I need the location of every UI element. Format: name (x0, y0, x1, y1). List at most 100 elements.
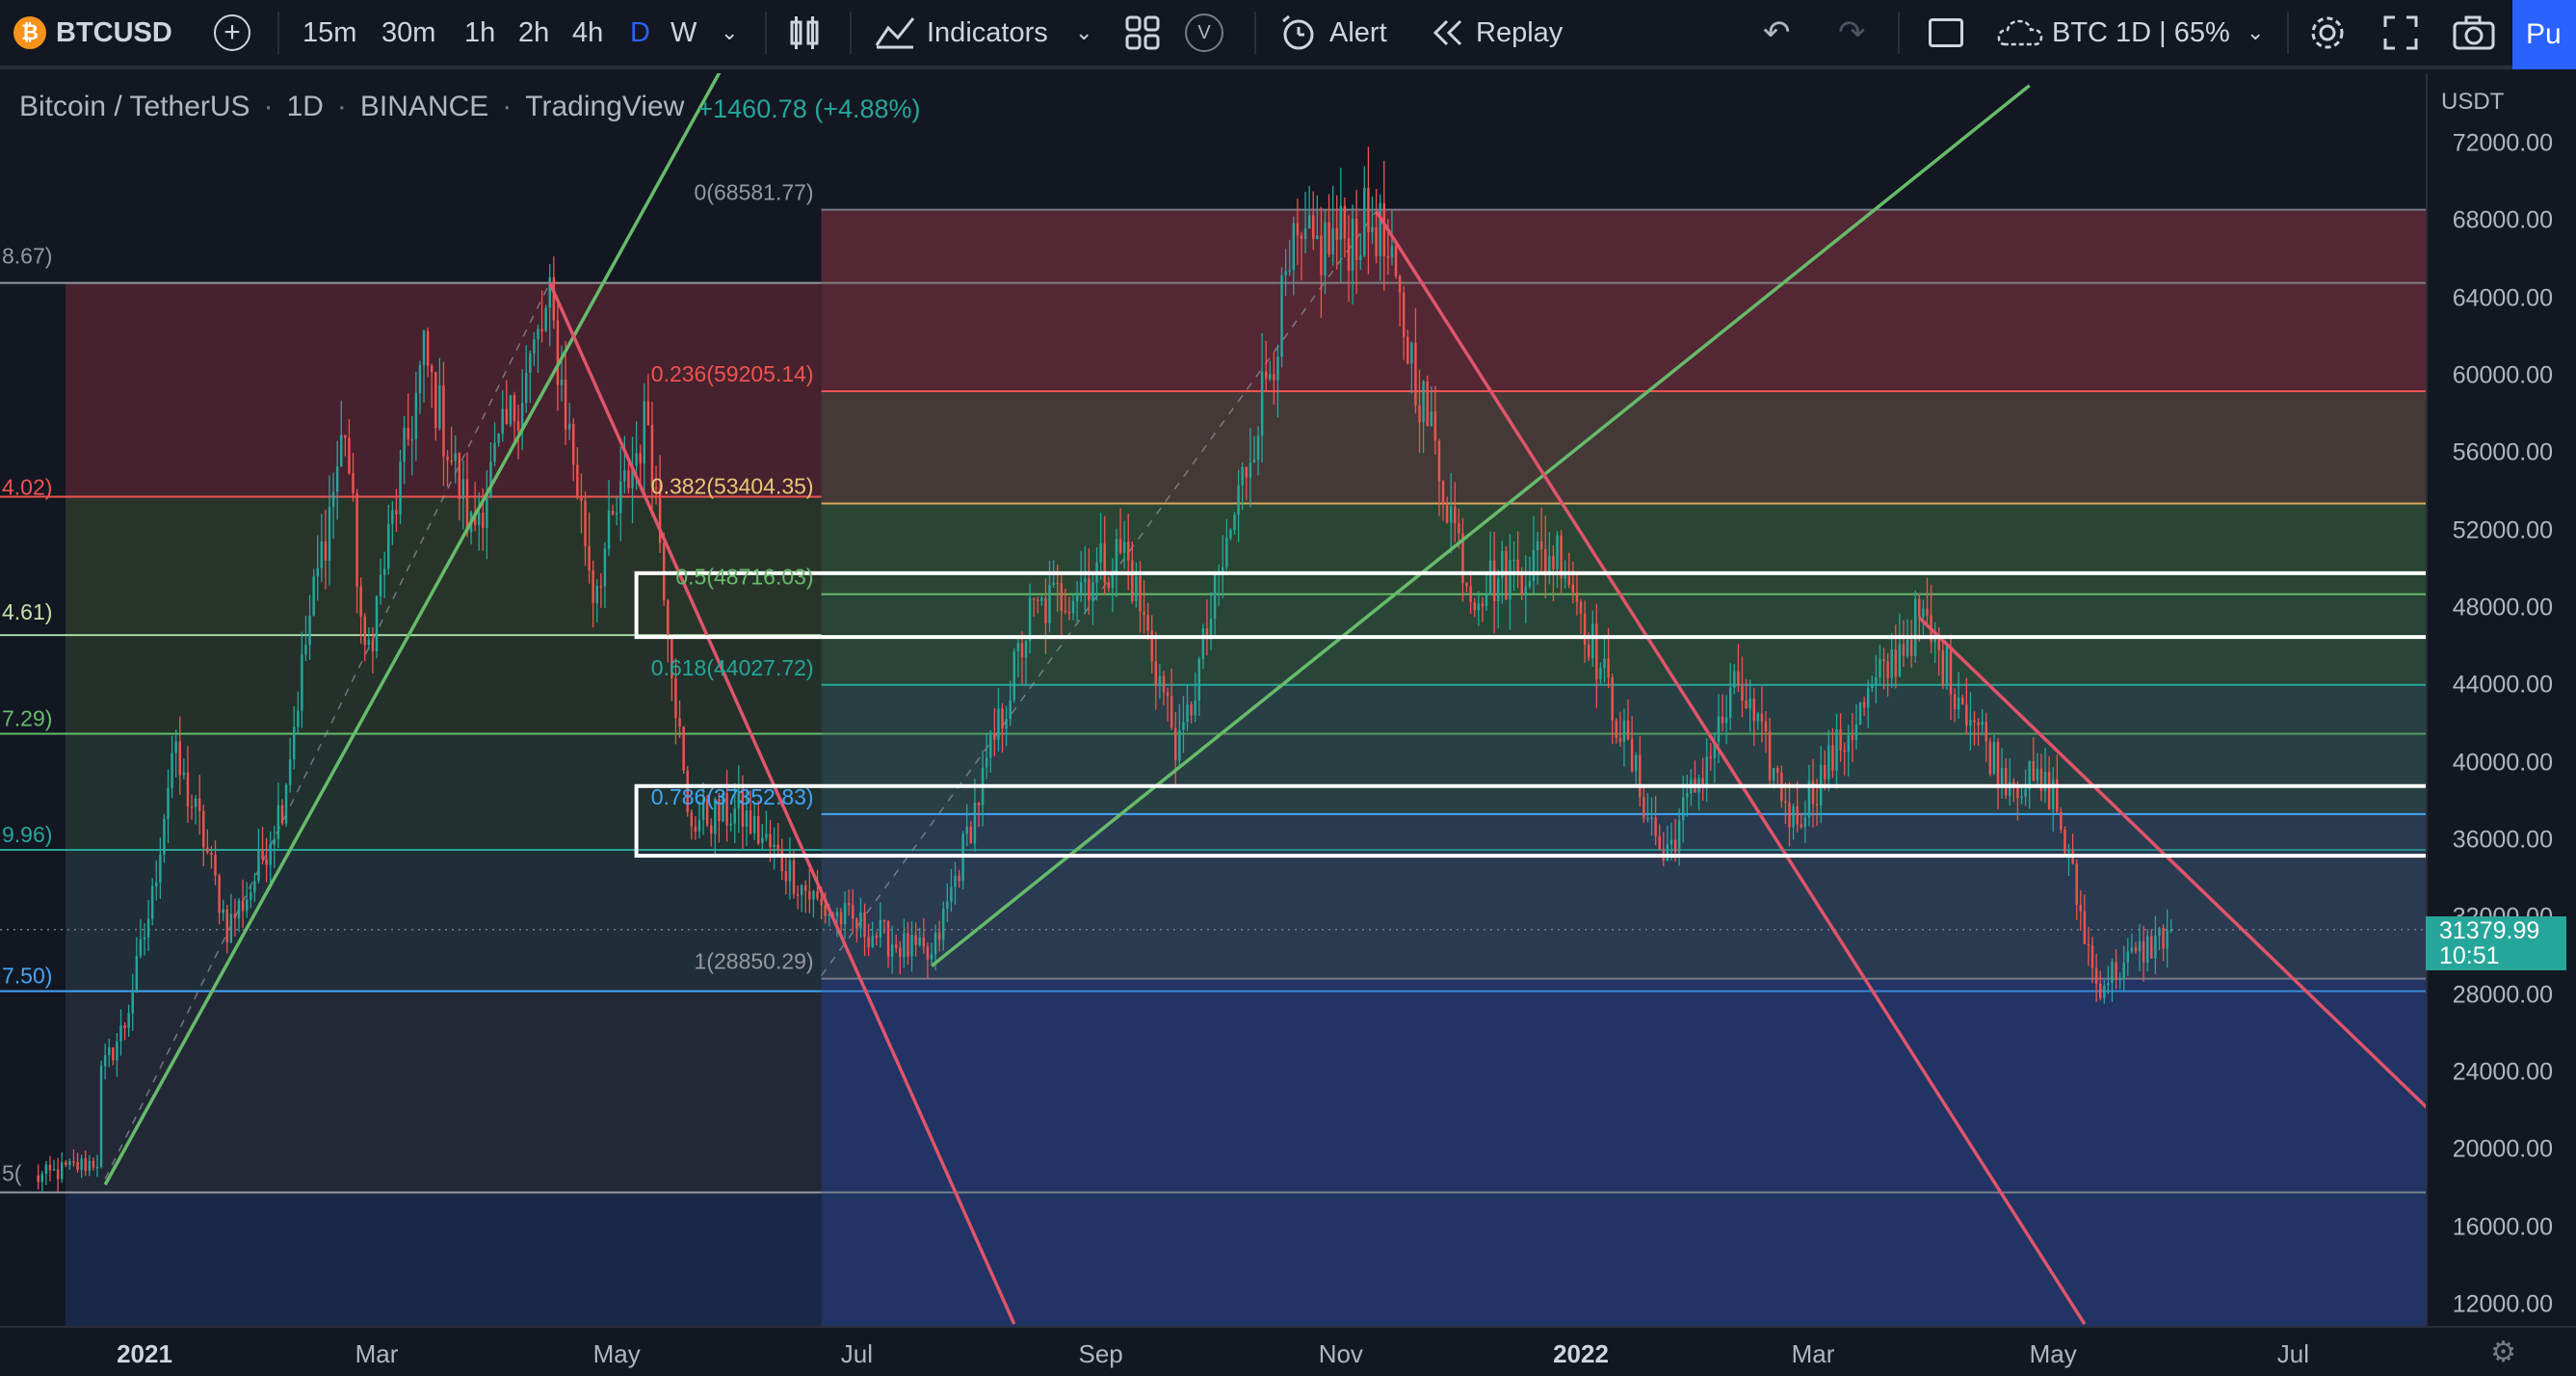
candle-body (776, 844, 779, 850)
replay-button[interactable]: Replay (1432, 0, 1563, 66)
candle-body (52, 1169, 56, 1172)
candle-body (1351, 218, 1354, 271)
fullscreen-layout-button[interactable] (1929, 0, 1963, 66)
undo-button[interactable]: ↶ (1763, 0, 1791, 66)
bitcoin-logo-icon: ₿ (13, 16, 46, 49)
interval-15m[interactable]: 15m (302, 0, 356, 66)
templates-button[interactable] (1125, 0, 1160, 66)
candle-body (1854, 724, 1858, 740)
indicators-dropdown[interactable]: ⌄ (1075, 0, 1092, 66)
candle-body (1977, 722, 1980, 726)
candle-body (1433, 411, 1437, 441)
candle-body (847, 903, 851, 906)
candle-body (1371, 226, 1374, 233)
price-axis[interactable]: USDT 72000.00 68000.00 64000.00 60000.00 560… (2426, 73, 2576, 1326)
interval-w[interactable]: W (670, 0, 697, 66)
chart-type-button[interactable] (788, 0, 821, 66)
candle-body (922, 937, 926, 947)
price-axis-currency[interactable]: USDT (2441, 89, 2505, 115)
candle-body (1382, 202, 1385, 257)
candle-body (1981, 722, 1984, 726)
candle-body (92, 1160, 95, 1168)
interval-dropdown[interactable]: ⌄ (721, 0, 738, 66)
time-axis[interactable]: ⚙ 2021 Mar May Jul Sep Nov 2022 Mar May Jul (0, 1326, 2576, 1376)
candle-body (1603, 658, 1606, 669)
price-tick-label: 12000.00 (2452, 1290, 2553, 1318)
candle-body (1402, 292, 1406, 337)
candle-body (1288, 270, 1291, 272)
candle-body (1422, 381, 1425, 423)
candle-body (1150, 630, 1153, 662)
axis-settings-icon[interactable]: ⚙ (2490, 1336, 2516, 1368)
candle-body (257, 849, 260, 882)
candle-body (2111, 962, 2114, 984)
candle-body (1571, 584, 1575, 593)
symbol-search[interactable]: ₿ BTCUSD (13, 0, 172, 66)
layout-menu[interactable]: BTC 1D | 65% (1996, 0, 2230, 66)
candle-body (2098, 983, 2102, 998)
zone-rectangle[interactable] (634, 783, 2426, 859)
price-tick-label: 28000.00 (2452, 981, 2553, 1009)
interval-d[interactable]: D (630, 0, 650, 66)
candle-body (1048, 585, 1051, 623)
candle-body (418, 364, 422, 393)
candle-body (749, 810, 752, 834)
trendline-green[interactable] (930, 84, 2031, 967)
candle-body (253, 881, 256, 893)
interval-30m[interactable]: 30m (381, 0, 435, 66)
compare-symbol-button[interactable]: + (214, 0, 250, 66)
publish-button[interactable]: Pu (2512, 0, 2576, 69)
settings-button[interactable] (2308, 0, 2347, 66)
replay-label: Replay (1476, 16, 1564, 48)
candle-body (1300, 235, 1303, 240)
legend-symbol-name: Bitcoin / TetherUS (19, 91, 250, 122)
candle-body (1398, 276, 1402, 293)
legend-exchange: BINANCE (359, 91, 489, 122)
candle-body (1599, 668, 1602, 679)
candle-body (1233, 515, 1236, 531)
candle-body (1784, 801, 1787, 804)
candle-body (1953, 694, 1957, 710)
interval-4h[interactable]: 4h (572, 0, 603, 66)
candle-body (1532, 549, 1536, 581)
candle-body (1303, 228, 1307, 240)
price-tick-label: 68000.00 (2452, 206, 2553, 234)
time-tick-label: Mar (1791, 1339, 1835, 1368)
trendline-red[interactable] (1375, 210, 2087, 1326)
candle-body (482, 513, 485, 528)
candle-body (2083, 911, 2087, 944)
candle-body (1347, 238, 1351, 271)
candle-body (454, 453, 457, 462)
interval-2h[interactable]: 2h (518, 0, 549, 66)
zone-rectangle[interactable] (634, 570, 2426, 640)
candle-body (1276, 357, 1279, 381)
candle-body (1099, 542, 1102, 563)
trendline-red[interactable] (1918, 616, 2426, 1130)
candle-body (1222, 567, 1224, 573)
candle-body (1961, 698, 1964, 705)
candle-body (461, 479, 465, 499)
candle-body (1772, 768, 1775, 781)
candle-body (674, 677, 677, 719)
trendlines[interactable] (103, 73, 2426, 1326)
zone-rectangles[interactable] (634, 570, 2426, 859)
fullscreen-button[interactable] (2383, 0, 2418, 66)
candle-body (1886, 661, 1889, 678)
interval-1h[interactable]: 1h (464, 0, 495, 66)
candle-body (1335, 227, 1338, 240)
layout-dropdown[interactable]: ⌄ (2247, 0, 2264, 66)
fib-left-level-label: 9.96) (2, 822, 52, 847)
candle-body (1509, 560, 1511, 599)
snapshot-button[interactable] (2453, 0, 2495, 66)
chart-pane[interactable]: 8.67) 4.02) 4.61) 7.29) 9.96) 7.50) 5(0(68581.… (0, 73, 2426, 1326)
trendline-red[interactable] (548, 281, 1016, 1325)
alert-button[interactable]: Alert (1279, 0, 1387, 66)
redo-button[interactable]: ↷ (1838, 0, 1866, 66)
price-tick-label: 72000.00 (2452, 129, 2553, 157)
candle-body (1264, 371, 1268, 380)
candle-body (1851, 735, 1854, 740)
price-chart[interactable]: 8.67) 4.02) 4.61) 7.29) 9.96) 7.50) 5(0(68581.… (0, 73, 2426, 1326)
trendline-green[interactable] (103, 73, 723, 1186)
indicators-button[interactable]: Indicators (875, 0, 1048, 66)
v-script-button[interactable]: V (1185, 0, 1223, 66)
